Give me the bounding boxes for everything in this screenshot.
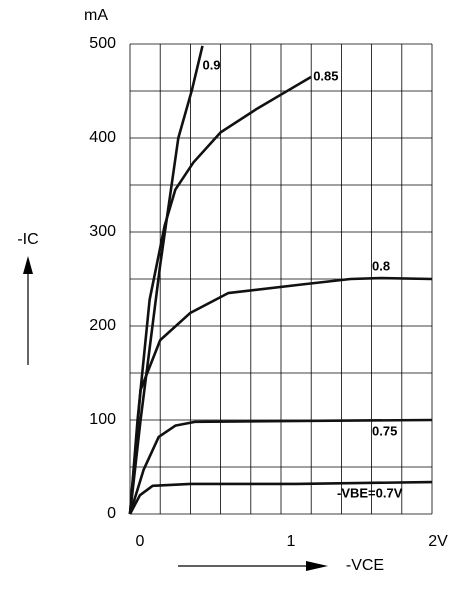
- x-tick-label: 0: [136, 533, 145, 550]
- y-arrow-head: [23, 256, 33, 274]
- y-tick-label: 300: [89, 223, 116, 240]
- y-tick-label: 100: [89, 411, 116, 428]
- series-label: -VBE=0.7V: [337, 485, 403, 500]
- curve: [130, 46, 202, 514]
- x-tick-label: 1: [287, 533, 296, 550]
- y-tick-label: 200: [89, 317, 116, 334]
- page: {"chart_data": {"type": "line", "y_unit"…: [0, 0, 457, 604]
- x-tick-label: 2V: [428, 533, 448, 550]
- y-unit: mA: [84, 7, 108, 24]
- chart: mA -IC -VCE 0 100 200 300 400 500 0 1 2V -VBE=0.7…: [0, 0, 457, 604]
- y-tick-label: 400: [89, 129, 116, 146]
- series-label: 0.75: [372, 423, 397, 438]
- x-axis-label: -VCE: [346, 557, 384, 574]
- y-tick-label: 0: [107, 505, 116, 522]
- series-label: 0.9: [202, 57, 220, 72]
- series-label: 0.8: [372, 258, 390, 273]
- x-arrow-head: [306, 561, 328, 571]
- series-label: 0.85: [313, 68, 338, 83]
- y-tick-label: 500: [89, 35, 116, 52]
- y-axis-label: -IC: [17, 231, 38, 248]
